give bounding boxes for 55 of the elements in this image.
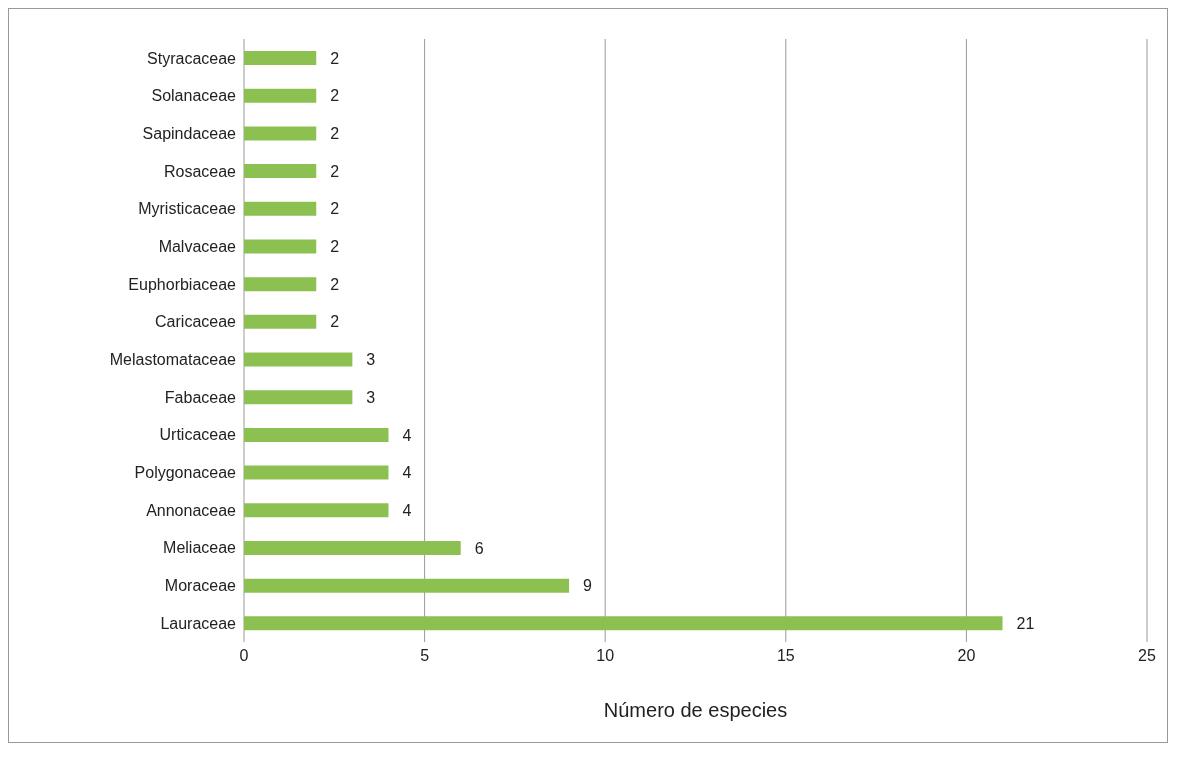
data-label: 2 (330, 200, 340, 218)
data-label: 2 (330, 238, 340, 256)
data-label: 2 (330, 49, 340, 67)
y-tick-label: Rosaceae (163, 162, 237, 180)
x-tick-label: 0 (239, 647, 249, 665)
data-label: 2 (330, 87, 340, 105)
x-tick-label: 25 (1138, 647, 1156, 665)
data-label: 3 (366, 351, 376, 369)
data-label: 3 (366, 388, 376, 406)
x-tick-label: 15 (776, 647, 795, 665)
y-tick-label: Myristicaceae (138, 200, 237, 218)
x-tick-label: 10 (596, 647, 615, 665)
x-tick-label: 20 (957, 647, 976, 665)
y-tick-label: Annonaceae (146, 501, 237, 519)
y-tick-label: Fabaceae (164, 388, 237, 406)
bar (244, 540, 461, 555)
data-label: 4 (402, 464, 412, 482)
data-label: 6 (474, 539, 484, 557)
x-tick-label: 5 (420, 647, 430, 665)
y-tick-label: Euphorbiaceae (128, 275, 237, 293)
y-tick-label: Melastomataceae (109, 351, 237, 369)
bar (244, 201, 317, 216)
y-tick-label: Moraceae (164, 577, 237, 595)
y-tick-label: Lauraceae (160, 614, 237, 632)
bar (244, 277, 317, 292)
bar (244, 352, 353, 367)
bar (244, 578, 570, 593)
data-label: 2 (330, 125, 340, 143)
y-tick-label: Meliaceae (163, 539, 237, 557)
y-tick-label: Caricaceae (155, 313, 237, 331)
bar (244, 239, 317, 254)
data-label: 21 (1016, 614, 1035, 632)
x-axis-title: Número de especies (603, 699, 788, 721)
bar (244, 465, 389, 480)
bar (244, 88, 317, 103)
bar (244, 314, 317, 329)
bar (244, 427, 389, 442)
bar (244, 390, 353, 405)
data-label: 2 (330, 162, 340, 180)
y-tick-label: Malvaceae (158, 237, 237, 255)
data-label: 4 (402, 426, 412, 444)
data-label: 2 (330, 275, 340, 293)
y-tick-label: Polygonaceae (134, 464, 237, 482)
bar (244, 503, 389, 518)
y-tick-label: Sapindaceae (142, 124, 237, 142)
y-tick-label: Styracaceae (147, 49, 237, 67)
bar (244, 51, 317, 65)
bar (244, 126, 317, 141)
bar (244, 164, 317, 179)
data-label: 9 (583, 577, 593, 595)
y-tick-label: Solanaceae (151, 87, 237, 105)
y-tick-label: Urticaceae (159, 426, 237, 444)
data-label: 4 (402, 501, 412, 519)
data-label: 2 (330, 313, 340, 331)
bar (244, 616, 1003, 631)
